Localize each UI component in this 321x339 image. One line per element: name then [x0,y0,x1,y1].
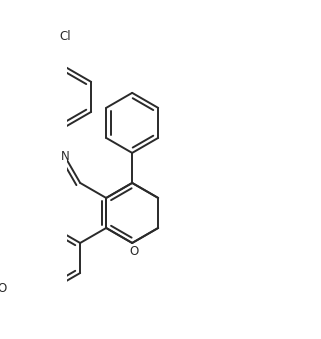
Text: N: N [61,151,70,163]
Text: Cl: Cl [59,31,71,43]
Text: O: O [0,281,7,295]
Text: O: O [129,245,138,258]
